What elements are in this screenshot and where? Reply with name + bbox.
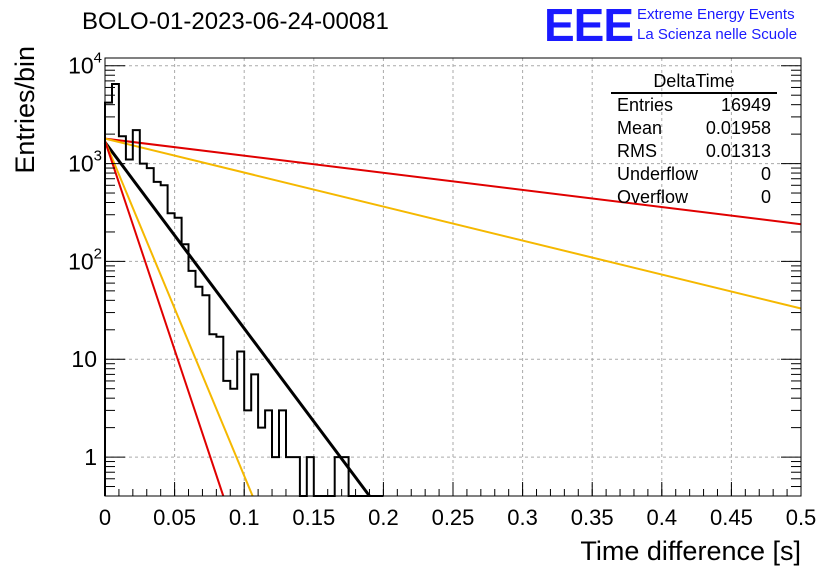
logo-line-2: La Scienza nelle Scuole: [637, 26, 798, 43]
x-tick-label: 0.25: [432, 505, 475, 530]
x-tick-label: 0.45: [710, 505, 753, 530]
y-tick-label: 103: [68, 148, 102, 177]
y-axis-label: Entries/bin: [10, 46, 40, 174]
fit-curves: [103, 137, 802, 497]
stats-value: 0.01958: [705, 118, 771, 138]
stats-key: RMS: [617, 141, 657, 161]
logo-mark: EEE: [544, 0, 634, 51]
stats-key: Overflow: [617, 187, 689, 207]
x-tick-label: 0.15: [292, 505, 335, 530]
x-axis-label: Time difference [s]: [580, 536, 801, 566]
x-tick-label: 0.4: [647, 505, 678, 530]
stats-row-rms: RMS 0.01313: [611, 140, 777, 163]
fit-line-red: [104, 140, 225, 497]
y-tick-label: 104: [68, 50, 102, 79]
x-tick-label: 0: [99, 505, 111, 530]
y-tick-label: 1: [84, 444, 97, 470]
stats-key: Mean: [617, 118, 663, 138]
fit-line-yellow: [104, 140, 254, 497]
fit-line-black: [103, 141, 371, 497]
stats-row-entries: Entries 16949: [611, 94, 777, 117]
stats-key: Underflow: [617, 164, 699, 184]
stats-row-overflow: Overflow 0: [611, 186, 777, 209]
histogram-step-line: [104, 83, 384, 497]
x-tick-label: 0.3: [507, 505, 538, 530]
stats-key: Entries: [617, 95, 674, 115]
histogram-series: [104, 83, 384, 497]
stats-title: DeltaTime: [611, 70, 777, 94]
stats-value: 16949: [720, 95, 771, 115]
x-tick-label: 0.05: [153, 505, 196, 530]
stats-value: 0: [760, 164, 771, 184]
x-tick-label: 0.2: [368, 505, 399, 530]
run-title: BOLO-01-2023-06-24-00081: [82, 8, 389, 35]
stats-value: 0.01313: [705, 141, 771, 161]
axis-tick-labels: 0 0.05 0.1 0.15 0.2 0.25 0.3 0.35 0.4 0.45 0.5 1 10 1…: [68, 50, 816, 530]
axis-ticks: [104, 65, 802, 497]
x-tick-label: 0.5: [786, 505, 817, 530]
y-tick-label: 102: [68, 245, 102, 274]
logo-line-1: Extreme Energy Events: [637, 6, 795, 23]
stats-row-underflow: Underflow 0: [611, 163, 777, 186]
stats-row-mean: Mean 0.01958: [611, 117, 777, 140]
fit-line-red: [104, 137, 802, 226]
grid-lines: [105, 58, 801, 496]
fit-line-yellow: [104, 137, 802, 310]
y-tick-label: 10: [71, 346, 97, 372]
x-tick-label: 0.35: [571, 505, 614, 530]
stats-value: 0: [760, 187, 771, 207]
stats-box: DeltaTime Entries 16949 Mean 0.01958 RMS…: [611, 70, 777, 209]
x-tick-label: 0.1: [229, 505, 260, 530]
